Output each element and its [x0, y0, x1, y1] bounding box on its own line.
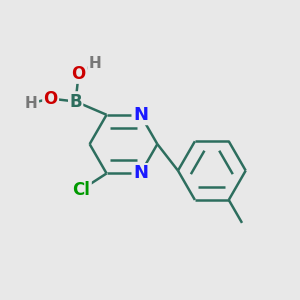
Text: H: H: [88, 56, 101, 71]
Text: N: N: [133, 106, 148, 124]
Text: Cl: Cl: [73, 181, 91, 199]
Text: B: B: [69, 92, 82, 110]
Text: H: H: [25, 95, 38, 110]
Text: N: N: [133, 164, 148, 182]
Text: O: O: [44, 90, 58, 108]
Text: O: O: [71, 64, 86, 82]
